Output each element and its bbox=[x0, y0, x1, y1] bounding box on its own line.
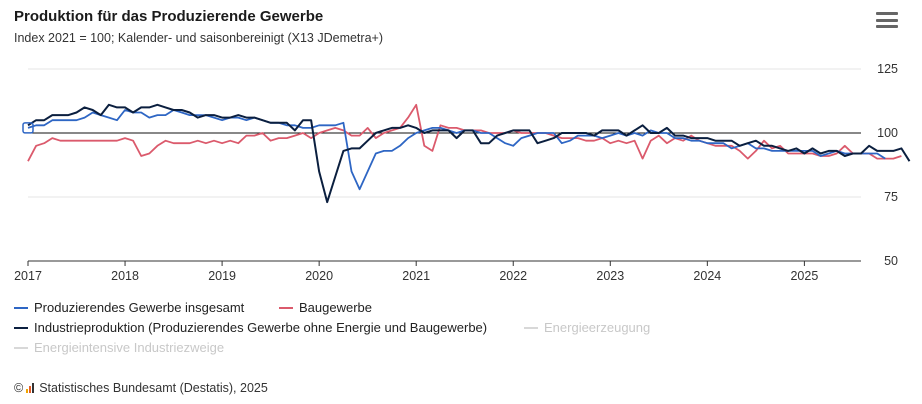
legend-item-industrieproduktion[interactable]: Industrieproduktion (Produzierendes Gewe… bbox=[14, 320, 487, 335]
copyright-icon: © bbox=[14, 381, 24, 395]
legend-label: Produzierendes Gewerbe insgesamt bbox=[34, 300, 245, 315]
x-tick-label: 2021 bbox=[402, 269, 430, 283]
x-tick-label: 2022 bbox=[499, 269, 527, 283]
source-text[interactable]: Statistisches Bundesamt (Destatis), 2025 bbox=[39, 381, 268, 395]
x-tick-label: 2017 bbox=[14, 269, 42, 283]
x-tick-label: 2025 bbox=[790, 269, 818, 283]
destatis-logo-icon bbox=[26, 383, 35, 393]
footer: © Statistisches Bundesamt (Destatis), 20… bbox=[14, 381, 268, 395]
x-tick-label: 2024 bbox=[693, 269, 721, 283]
legend-swatch bbox=[524, 326, 538, 329]
grid bbox=[28, 68, 861, 262]
markers bbox=[22, 122, 34, 134]
legend-label: Baugewerbe bbox=[299, 300, 372, 315]
legend-swatch bbox=[14, 326, 28, 329]
y-tick-label: 125 bbox=[877, 62, 898, 76]
series-lines bbox=[27, 103, 911, 204]
chart-subtitle: Index 2021 = 100; Kalender- und saisonbe… bbox=[14, 31, 383, 45]
legend-item-produzierendes-gewerbe[interactable]: Produzierendes Gewerbe insgesamt bbox=[14, 300, 244, 315]
hover-marker bbox=[22, 122, 34, 134]
legend-item-energieintensive-industriezweige[interactable]: Energieintensive Industriezweige bbox=[14, 340, 224, 355]
legend-label: Energieintensive Industriezweige bbox=[34, 340, 225, 355]
chart-title: Produktion für das Produzierende Gewerbe bbox=[14, 8, 324, 25]
legend-swatch bbox=[14, 346, 28, 349]
y-tick-label: 75 bbox=[884, 190, 898, 204]
x-tick-label: 2023 bbox=[596, 269, 624, 283]
legend-item-energieerzeugung[interactable]: Energieerzeugung bbox=[524, 320, 650, 335]
x-tick-label: 2018 bbox=[111, 269, 139, 283]
legend-item-baugewerbe[interactable]: Baugewerbe bbox=[279, 300, 372, 315]
y-tick-label: 100 bbox=[877, 126, 898, 140]
x-tick-label: 2019 bbox=[208, 269, 236, 283]
x-tick-label: 2020 bbox=[305, 269, 333, 283]
axes: 50 75 100 125 2017 2018 2019 2020 2021 2022 2023 20… bbox=[14, 62, 898, 283]
legend-swatch bbox=[14, 306, 28, 309]
series-line-industrieproduktion[interactable] bbox=[27, 103, 911, 204]
line-chart: 50 75 100 125 2017 2018 2019 2020 2021 2022 2023 20… bbox=[14, 62, 911, 283]
hamburger-menu-icon[interactable] bbox=[876, 12, 898, 32]
y-tick-label: 50 bbox=[884, 254, 898, 268]
legend-label: Industrieproduktion (Produzierendes Gewe… bbox=[34, 320, 488, 335]
legend-label: Energieerzeugung bbox=[544, 320, 651, 335]
legend-swatch bbox=[279, 306, 293, 309]
